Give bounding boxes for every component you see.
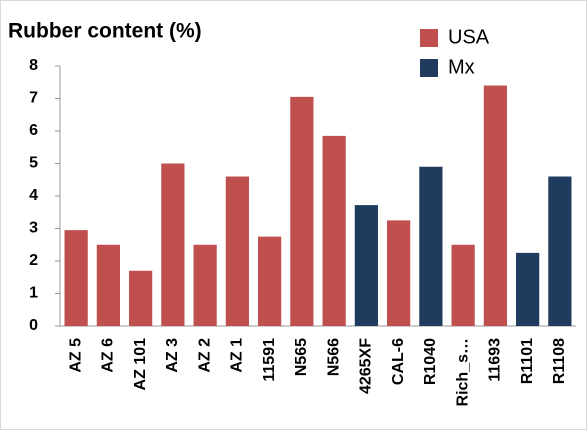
x-tick-label: AZ 3 [164, 338, 181, 373]
y-tick-label: 3 [29, 220, 38, 237]
y-tick-label: 5 [29, 155, 38, 172]
x-tick-label: AZ 5 [67, 338, 84, 373]
x-tick-label: 11693 [487, 338, 504, 382]
legend-label: Mx [448, 56, 475, 78]
bar [516, 252, 540, 326]
bar [451, 244, 475, 326]
x-tick-label: AZ 6 [100, 338, 117, 373]
bar [354, 205, 378, 326]
bar [322, 135, 346, 326]
bar [225, 176, 249, 326]
x-tick-label: N566 [325, 338, 342, 376]
x-tick-label: R1040 [422, 338, 439, 385]
x-tick-label: AZ 1 [229, 338, 246, 373]
x-tick-label: 11591 [261, 338, 278, 382]
bar [548, 176, 572, 326]
legend-swatch [420, 29, 438, 47]
y-tick-label: 8 [29, 57, 38, 74]
bar [96, 244, 120, 326]
y-tick-label: 4 [29, 187, 38, 204]
x-tick-label: CAL-6 [390, 338, 407, 385]
y-tick-label: 2 [29, 252, 38, 269]
y-tick-label: 6 [29, 122, 38, 139]
chart-title: Rubber content (%) [8, 20, 202, 43]
bar [258, 236, 282, 326]
x-tick-label: R1108 [551, 338, 568, 384]
legend-label: USA [448, 26, 490, 48]
bar [161, 163, 185, 326]
y-tick-label: 0 [29, 317, 38, 334]
bar [64, 230, 88, 326]
x-tick-label: AZ 2 [196, 338, 213, 373]
bar [193, 244, 217, 326]
x-tick-label: Rich_s… [454, 338, 471, 406]
bar [290, 96, 314, 326]
bar [129, 270, 153, 326]
x-tick-label: 4265XF [358, 338, 375, 394]
x-tick-label: R1101 [519, 338, 536, 384]
legend-swatch [420, 59, 438, 77]
x-tick-label: N565 [293, 338, 310, 376]
x-tick-label: AZ 101 [132, 338, 149, 391]
y-tick-label: 7 [29, 90, 38, 107]
bar [419, 166, 443, 326]
y-tick-label: 1 [29, 285, 38, 302]
bar [387, 220, 411, 326]
bar [483, 85, 507, 326]
